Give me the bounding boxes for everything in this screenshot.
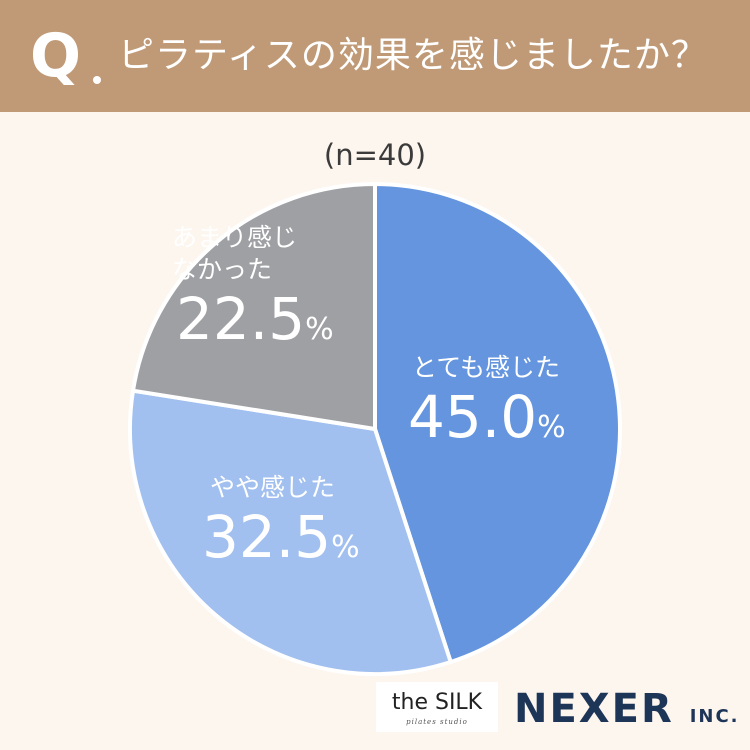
slice-category-somewhat: やや感じた xyxy=(210,473,336,502)
slice-unit-very: % xyxy=(537,410,566,445)
question-text: ピラティスの効果を感じましたか？ xyxy=(118,35,708,76)
slice-label-somewhat: やや感じた 32.5% xyxy=(202,472,360,570)
the-silk-logo-subtext: pilates studio xyxy=(406,718,468,726)
question-mark-dot xyxy=(93,76,101,84)
slice-value-somewhat: 32.5 xyxy=(202,503,332,571)
slice-label-not-much: あまり感じなかった 22.5% xyxy=(172,222,362,352)
slice-category-very: とても感じた xyxy=(412,353,561,382)
pie-slice-very xyxy=(373,182,622,665)
pie-slice-somewhat xyxy=(128,388,453,676)
question-mark: Q xyxy=(30,21,82,91)
pie-slice-not-much xyxy=(131,182,377,431)
nexer-logo-text: NEXER xyxy=(514,686,674,732)
the-silk-logo-text: the SILK xyxy=(391,690,483,715)
slice-label-very: とても感じた 45.0% xyxy=(408,352,566,450)
nexer-logo-suffix: INC. xyxy=(689,706,740,727)
the-silk-logo: the SILK pilates studio xyxy=(376,682,498,732)
question-header: Q ピラティスの効果を感じましたか？ xyxy=(0,0,750,112)
nexer-logo: NEXER INC. xyxy=(514,686,740,740)
sample-size: (n=40) xyxy=(323,138,427,172)
slice-value-not-much: 22.5 xyxy=(176,285,306,353)
slice-unit-somewhat: % xyxy=(331,530,360,565)
slice-unit-not-much: % xyxy=(305,312,334,347)
slice-category-not-much: あまり感じなかった xyxy=(172,223,298,284)
slice-value-very: 45.0 xyxy=(408,383,538,451)
